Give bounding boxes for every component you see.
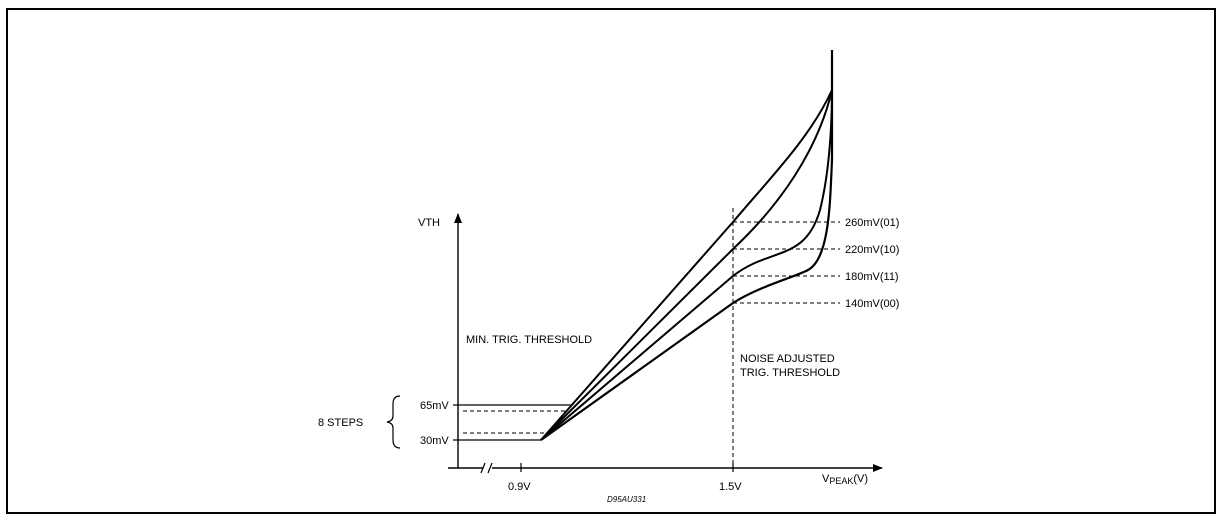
steps-brace	[386, 395, 401, 449]
y-tick-label-30mv: 30mV	[420, 435, 449, 447]
figure-frame	[6, 8, 1216, 514]
curve-label-180mv: 180mV(11)	[845, 271, 899, 283]
curve-220mv	[540, 89, 833, 441]
x-tick-label-0-9v: 0.9V	[508, 481, 531, 493]
x-axis-label: VPEAK(V)	[822, 473, 868, 486]
curve-140mv	[540, 50, 834, 441]
curve-label-260mv: 260mV(01)	[845, 217, 899, 229]
axis-break-mark	[480, 462, 493, 474]
noise-label-line1: NOISE ADJUSTED	[740, 353, 835, 365]
y-tick-label-65mv: 65mV	[420, 400, 449, 412]
curve-260mv	[540, 89, 833, 441]
y-axis-label: VTH	[418, 217, 440, 229]
curve-180mv	[540, 89, 833, 441]
noise-label-line2: TRIG. THRESHOLD	[740, 367, 840, 379]
curve-label-220mv: 220mV(10)	[845, 244, 899, 256]
x-tick-label-1-5v: 1.5V	[719, 481, 742, 493]
min-threshold-label: MIN. TRIG. THRESHOLD	[466, 334, 592, 346]
curve-label-140mv: 140mV(00)	[845, 298, 899, 310]
steps-label: 8 STEPS	[318, 417, 363, 429]
figure-code: D95AU331	[607, 495, 646, 504]
